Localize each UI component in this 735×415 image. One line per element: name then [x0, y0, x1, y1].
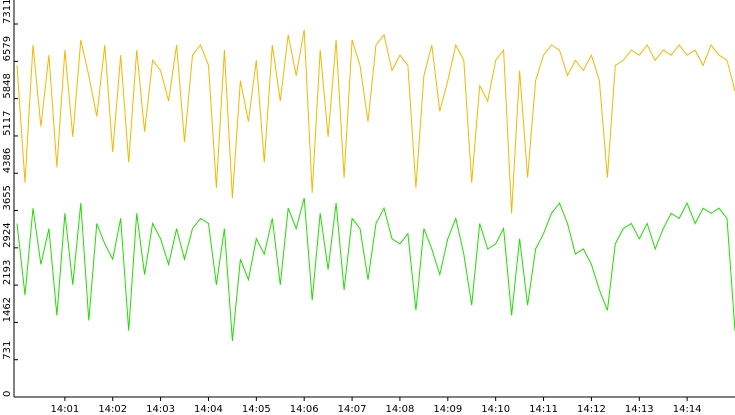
y-tick-label: 2924: [2, 222, 13, 247]
x-tick-label: 14:12: [577, 404, 606, 415]
y-tick-label: 3655: [2, 185, 13, 210]
x-tick-label: 14:11: [529, 404, 558, 415]
x-tick-label: 14:03: [146, 404, 175, 415]
y-tick-label: 6579: [2, 36, 13, 61]
x-tick-label: 14:14: [673, 404, 702, 415]
x-tick-label: 14:10: [481, 404, 510, 415]
y-tick-label: 7311: [2, 0, 13, 24]
x-tick-label: 14:05: [242, 404, 271, 415]
x-tick-label: 14:09: [433, 404, 462, 415]
series-line: [16, 197, 735, 341]
y-tick-label: 4386: [2, 148, 13, 173]
y-tick-label: 5848: [2, 73, 13, 98]
series-line: [16, 29, 735, 214]
y-tick-label: 5117: [2, 110, 13, 135]
x-tick-label: 14:13: [625, 404, 654, 415]
x-tick-label: 14:06: [290, 404, 319, 415]
x-tick-label: 14:01: [50, 404, 79, 415]
y-tick-label: 1462: [2, 297, 13, 322]
y-tick-label: 0: [2, 391, 13, 397]
y-tick-label: 731: [2, 341, 13, 360]
y-tick-label: 2193: [2, 260, 13, 285]
x-tick-label: 14:08: [386, 404, 415, 415]
x-tick-label: 14:07: [338, 404, 367, 415]
x-tick-label: 14:02: [98, 404, 127, 415]
x-tick-label: 14:04: [194, 404, 223, 415]
